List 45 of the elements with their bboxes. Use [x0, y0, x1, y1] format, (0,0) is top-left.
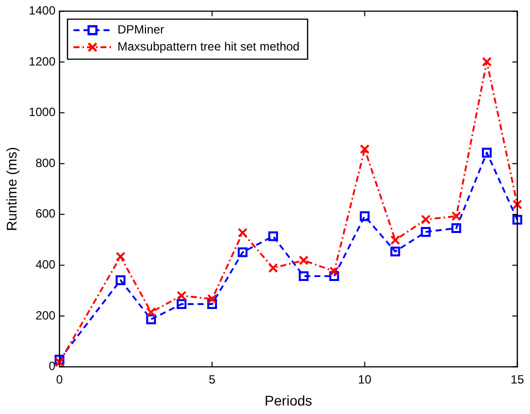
legend-label: Maxsubpattern tree hit set method [117, 40, 300, 54]
y-axis-title: Runtime (ms) [3, 146, 20, 232]
point [360, 211, 370, 222]
point [390, 246, 400, 256]
point [298, 255, 309, 266]
point [512, 200, 522, 210]
point [268, 231, 278, 242]
point [146, 314, 156, 324]
legend-label: DPMiner [117, 22, 164, 37]
point [238, 228, 248, 238]
point [420, 227, 431, 237]
y-tick-label: 1400 [28, 4, 56, 18]
point [116, 252, 126, 262]
y-tick-label: 800 [35, 156, 56, 170]
point [451, 223, 462, 234]
point [268, 263, 278, 273]
point [482, 148, 492, 158]
y-tick-label: 1000 [28, 105, 56, 120]
point [146, 307, 156, 318]
point [482, 56, 492, 67]
point [512, 214, 522, 225]
y-tick-label: 400 [35, 258, 56, 272]
point [207, 294, 217, 304]
point [238, 247, 248, 258]
point [207, 299, 217, 309]
point [54, 354, 64, 365]
y-tick-label: 200 [35, 308, 56, 322]
y-tick-label: 0 [48, 359, 56, 374]
point [116, 275, 126, 286]
y-tick-label: 1200 [28, 54, 56, 68]
x-axis-title: Periods [264, 392, 312, 408]
point [176, 299, 186, 309]
point [329, 266, 340, 276]
point [298, 271, 309, 282]
x-tick-label: 15 [510, 372, 524, 386]
point [420, 214, 431, 224]
y-tick-label: 600 [35, 206, 56, 221]
point [360, 144, 370, 154]
point [390, 235, 400, 245]
x-tick-label: 5 [208, 372, 216, 386]
point [451, 211, 462, 222]
point [54, 357, 64, 368]
point [176, 290, 186, 301]
x-tick-label: 10 [358, 372, 372, 386]
point [329, 271, 340, 282]
